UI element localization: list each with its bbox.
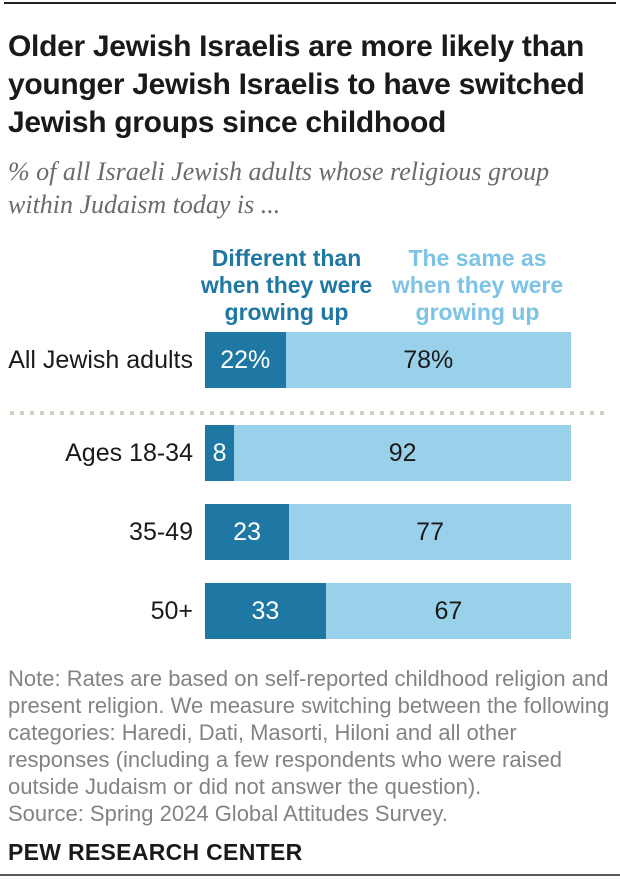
stacked-bar: 8 92 — [205, 425, 571, 481]
stacked-bar: 22% 78% — [205, 332, 571, 388]
legend-label-different: Different than when they were growing up — [200, 245, 373, 325]
bar-segment-different: 8 — [205, 425, 235, 481]
chart-row: All Jewish adults 22% 78% — [8, 332, 612, 388]
chart-rows: All Jewish adults 22% 78% Ages 18-34 8 92 35-4… — [8, 332, 612, 639]
chart-subtitle: % of all Israeli Jewish adults whose rel… — [8, 157, 550, 219]
bar-segment-same: 92 — [234, 425, 571, 481]
legend-label-same: The same as when they were growing up — [391, 245, 564, 325]
legend: Different than when they were growing up… — [191, 245, 573, 326]
chart-row: Ages 18-34 8 92 — [8, 425, 612, 481]
stacked-bar: 23 77 — [205, 504, 571, 560]
bar-segment-different: 23 — [205, 504, 290, 560]
row-label: 35-49 — [129, 517, 193, 546]
bar-segment-same: 67 — [325, 583, 571, 639]
legend-item-same: The same as when they were growing up — [382, 245, 573, 326]
row-label: Ages 18-34 — [65, 438, 193, 467]
chart-title: Older Jewish Israelis are more likely th… — [8, 30, 585, 139]
bar-segment-same: 77 — [289, 504, 571, 560]
row-label: All Jewish adults — [8, 345, 193, 374]
bar-segment-different: 33 — [205, 583, 326, 639]
row-label: 50+ — [150, 596, 193, 625]
pew-research-center-logo: PEW RESEARCH CENTER — [8, 839, 303, 865]
source-text: Source: Spring 2024 Global Attitudes Sur… — [8, 801, 448, 826]
dotted-divider — [10, 411, 610, 415]
bar-segment-different: 22% — [205, 332, 286, 388]
top-rule — [4, 2, 616, 4]
note-text: Note: Rates are based on self-reported c… — [8, 666, 610, 799]
legend-item-different: Different than when they were growing up — [191, 245, 382, 326]
bar-segment-same: 78% — [285, 332, 571, 388]
chart-card: Older Jewish Israelis are more likely th… — [0, 28, 620, 866]
chart-row: 35-49 23 77 — [8, 504, 612, 560]
chart-row: 50+ 33 67 — [8, 583, 612, 639]
footnote: Note: Rates are based on self-reported c… — [8, 665, 612, 827]
stacked-bar: 33 67 — [205, 583, 571, 639]
bottom-rule — [0, 874, 620, 876]
